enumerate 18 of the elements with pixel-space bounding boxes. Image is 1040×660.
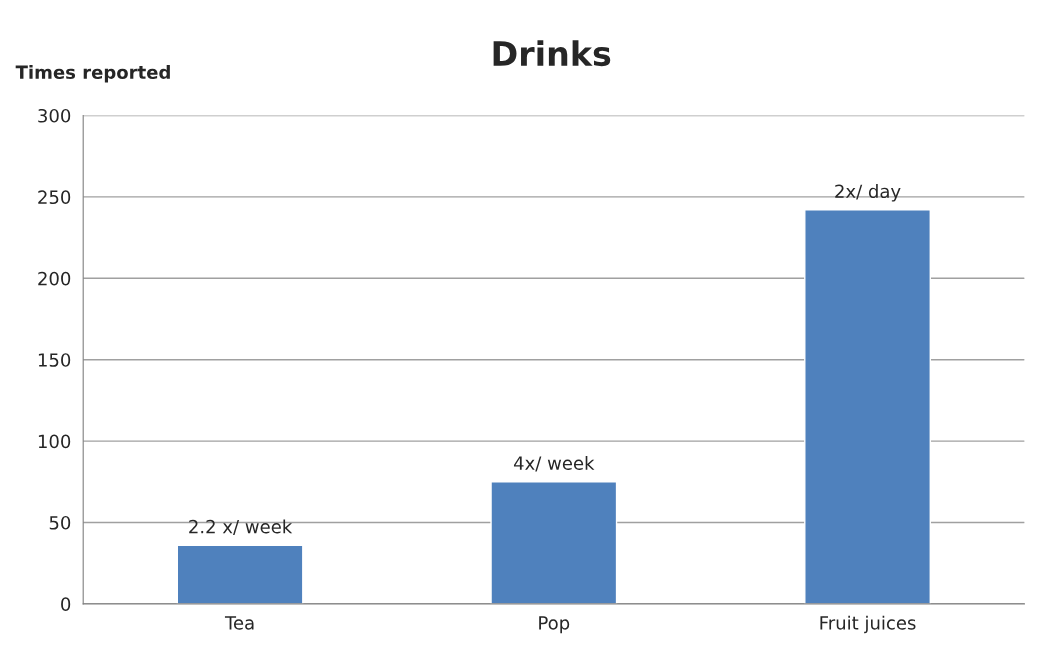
y-tick-label: 100: [38, 434, 71, 449]
y-tick-label: 50: [49, 515, 71, 530]
x-tick-label: Pop: [539, 616, 570, 634]
bar: [804, 209, 931, 604]
y-tick-label: 150: [38, 353, 71, 367]
annotation: 2.2 x/ week: [189, 519, 293, 535]
y-tick-label: 250: [38, 190, 71, 205]
x-tick-label: Fruit juices: [820, 615, 916, 634]
bar: [176, 544, 304, 604]
x-tick-label: Tea: [224, 616, 254, 630]
chart-title: Drinks: [493, 40, 611, 67]
y-tick-label: 200: [38, 271, 71, 286]
bar: [490, 481, 618, 604]
y-tick-label: 300: [38, 108, 71, 123]
annotation: 4x/ week: [513, 455, 595, 472]
y-axis-title: Times reported: [15, 65, 170, 83]
annotation: 2x/ day: [835, 184, 901, 202]
y-tick-label: 0: [61, 597, 71, 612]
